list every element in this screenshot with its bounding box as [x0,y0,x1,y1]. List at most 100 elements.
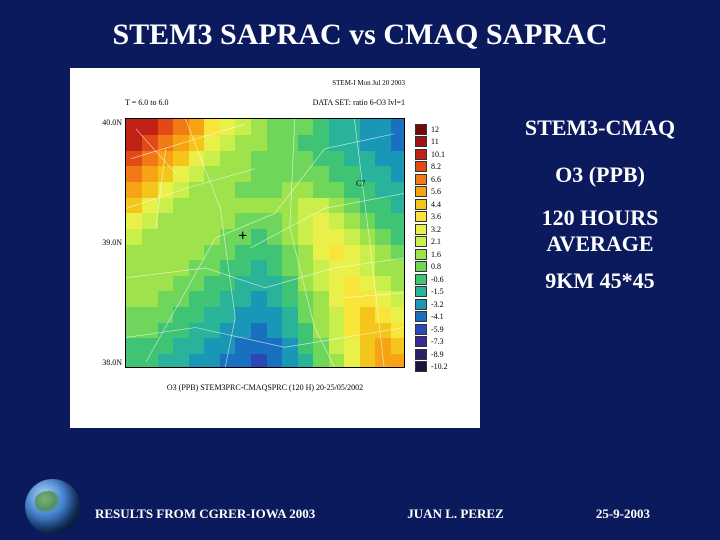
heatmap-cell [250,228,266,244]
legend-swatch [415,249,427,260]
legend-swatch [415,286,427,297]
heatmap-cell [126,119,142,135]
heatmap-cell [173,166,189,182]
legend-swatch [415,349,427,360]
heatmap-cell [173,322,189,338]
heatmap-cell [204,307,220,323]
heatmap-cell [297,353,313,368]
heatmap-cell [188,307,204,323]
heatmap-cell [313,244,329,260]
heatmap-cell [390,244,405,260]
heatmap-cell [282,228,298,244]
heatmap-cell [390,353,405,368]
heatmap-cell [188,228,204,244]
heatmap-cell [235,307,251,323]
heatmap-cell [157,338,173,354]
heatmap-cell [297,182,313,198]
legend-swatch [415,199,427,210]
heatmap-cell [204,228,220,244]
heatmap-cell [126,291,142,307]
heatmap-cell [173,244,189,260]
legend-row: 4.4 [415,198,470,211]
heatmap-cell [188,182,204,198]
legend-swatch [415,261,427,272]
heatmap-cell [359,291,375,307]
heatmap-cell [359,150,375,166]
heatmap-cell [235,135,251,151]
heatmap-cell [188,322,204,338]
heatmap-cell [390,275,405,291]
heatmap-cell [282,353,298,368]
heatmap-cell [344,338,360,354]
heatmap-cell [157,307,173,323]
heatmap-cell [157,291,173,307]
heatmap-cell [157,213,173,229]
heatmap-cell [219,166,235,182]
heatmap-cell [250,166,266,182]
heatmap-cell [390,338,405,354]
heatmap-cell [173,260,189,276]
heatmap-cell [173,307,189,323]
heatmap-cell [250,135,266,151]
heatmap-cell [142,338,158,354]
footer-bar: RESULTS FROM CGRER-IOWA 2003 JUAN L. PER… [0,506,720,522]
heatmap-cell [173,213,189,229]
heatmap-cell [390,213,405,229]
heatmap-cell [142,197,158,213]
heatmap-cell [328,275,344,291]
legend-row: -4.1 [415,311,470,324]
heatmap-cell [126,228,142,244]
heatmap-cell [219,291,235,307]
heatmap-cell [126,182,142,198]
legend-row: 5.6 [415,186,470,199]
heatmap-cell [142,166,158,182]
heatmap-cell [359,119,375,135]
heatmap-cell [219,182,235,198]
heatmap-cell [250,275,266,291]
heatmap-cell [375,166,391,182]
side-line-1: STEM3-CMAQ [490,115,710,141]
heatmap-cell [219,150,235,166]
legend-label: 6.6 [431,175,441,184]
heatmap-cell [142,182,158,198]
heatmap-cell [375,150,391,166]
heatmap-cell [173,338,189,354]
heatmap-cell [344,150,360,166]
heatmap-cell [328,197,344,213]
heatmap-cell [297,197,313,213]
side-line-2: O3 (PPB) [490,162,710,188]
legend-label: -5.9 [431,325,444,334]
heatmap-cell [313,322,329,338]
heatmap-cell [313,166,329,182]
heatmap-cell [375,244,391,260]
heatmap-cell [204,275,220,291]
heatmap-cell [235,119,251,135]
heatmap-cell [235,291,251,307]
heatmap-cell [219,275,235,291]
heatmap-cell [375,275,391,291]
heatmap-cell [297,260,313,276]
heatmap-cell [173,353,189,368]
heatmap-cell [157,260,173,276]
heatmap-cell [157,228,173,244]
legend-row: 6.6 [415,173,470,186]
heatmap-cell [344,228,360,244]
heatmap-cell [390,291,405,307]
heatmap-cell [204,353,220,368]
heatmap-cell [157,197,173,213]
heatmap-cell [266,228,282,244]
legend-label: 3.2 [431,225,441,234]
heatmap-cell [282,275,298,291]
heatmap-cell [126,275,142,291]
heatmap-cell [282,135,298,151]
heatmap-cell [313,307,329,323]
heatmap-cell [297,244,313,260]
heatmap-cell [328,291,344,307]
heatmap-cell [173,275,189,291]
heatmap-cell [375,338,391,354]
legend-row: 0.8 [415,261,470,274]
heatmap-cell [204,182,220,198]
side-line-4: 9KM 45*45 [490,268,710,294]
heatmap-cell [219,119,235,135]
legend-swatch [415,324,427,335]
